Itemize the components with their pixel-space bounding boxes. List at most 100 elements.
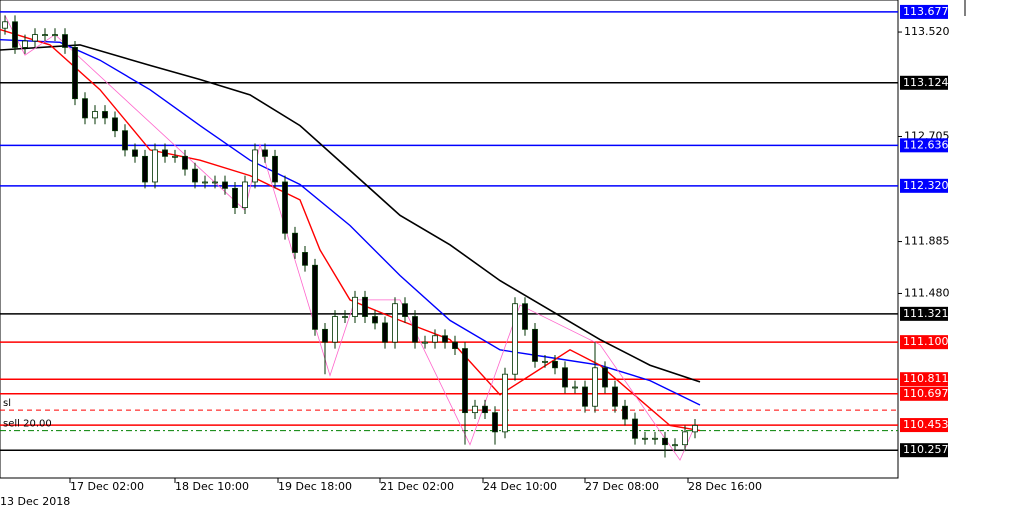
- level-label-box: [900, 443, 948, 458]
- candle-body: [42, 34, 48, 37]
- candle-body: [602, 367, 608, 388]
- candle-body: [312, 264, 318, 330]
- candle-body: [592, 367, 598, 407]
- candle-body: [212, 181, 218, 184]
- candle-body: [442, 335, 448, 343]
- candle-body: [692, 425, 698, 433]
- x-tick-label: 18 Dec 10:00: [175, 480, 249, 493]
- candle-body: [62, 34, 68, 48]
- candle-body: [272, 155, 278, 183]
- candle-body: [662, 437, 668, 446]
- x-tick-label: 24 Dec 10:00: [483, 480, 557, 493]
- level-label-box: [900, 386, 948, 401]
- candle-body: [52, 34, 58, 37]
- candle-body: [412, 316, 418, 343]
- candle-body: [672, 444, 678, 447]
- candle-body: [342, 316, 348, 318]
- candle-body: [512, 303, 518, 375]
- candle-body: [502, 373, 508, 433]
- candle-body: [462, 348, 468, 414]
- y-tick-label: 113.520: [904, 25, 950, 38]
- candle-body: [562, 367, 568, 388]
- candle-body: [222, 181, 228, 189]
- level-label-box: [900, 138, 948, 153]
- candle-body: [382, 322, 388, 343]
- candle-body: [22, 40, 28, 48]
- candle-body: [82, 98, 88, 119]
- candle-body: [122, 130, 128, 151]
- level-label-box: [900, 335, 948, 350]
- candle-body: [422, 341, 428, 344]
- candle-body: [142, 155, 148, 183]
- candle-body: [572, 386, 578, 389]
- candle-body: [162, 149, 168, 157]
- candle-body: [452, 341, 458, 349]
- candle-body: [172, 155, 178, 158]
- candle-body: [392, 303, 398, 343]
- level-label: 113.677: [903, 5, 949, 18]
- candle-body: [432, 335, 438, 343]
- order-label: sell 20.00: [3, 419, 52, 430]
- candle-body: [232, 187, 238, 209]
- candle-body: [362, 296, 368, 317]
- candle-body: [472, 405, 478, 414]
- candle-body: [372, 316, 378, 324]
- candle-body: [482, 405, 488, 414]
- x-tick-label: 17 Dec 02:00: [70, 480, 144, 493]
- candle-body: [2, 21, 8, 29]
- level-label: 110.453: [903, 418, 949, 431]
- candle-body: [352, 296, 358, 317]
- x-tick-label: 21 Dec 02:00: [380, 480, 454, 493]
- level-label: 111.321: [903, 307, 949, 320]
- candle-body: [652, 437, 658, 440]
- level-label-box: [900, 418, 948, 433]
- candle-body: [12, 21, 18, 48]
- x-tick-label: 28 Dec 16:00: [688, 480, 762, 493]
- level-label: 112.320: [903, 179, 949, 192]
- plot-frame: [0, 0, 899, 479]
- candle-body: [292, 232, 298, 253]
- candle-body: [242, 181, 248, 209]
- candle-body: [182, 155, 188, 170]
- candle-body: [402, 303, 408, 317]
- candle-body: [252, 149, 258, 183]
- y-tick-label: 111.480: [904, 286, 950, 299]
- level-label: 113.124: [903, 76, 949, 89]
- candle-body: [522, 303, 528, 330]
- level-label: 112.636: [903, 138, 949, 151]
- x-tick-label: 27 Dec 08:00: [585, 480, 659, 493]
- candle-body: [322, 328, 328, 343]
- level-label: 110.257: [903, 443, 949, 456]
- candle-body: [32, 34, 38, 42]
- candle-body: [282, 181, 288, 234]
- candle-body: [102, 111, 108, 119]
- candle-body: [152, 149, 158, 183]
- candle-body: [532, 328, 538, 362]
- level-label-box: [900, 306, 948, 321]
- candle-body: [332, 316, 338, 343]
- candle-body: [492, 412, 498, 433]
- order-label: sl: [3, 398, 11, 409]
- level-label: 111.100: [903, 335, 949, 348]
- level-label-box: [900, 178, 948, 193]
- indicator-line: [0, 39, 701, 406]
- candle-body: [542, 360, 548, 363]
- level-label: 110.811: [903, 372, 949, 385]
- candle-body: [202, 181, 208, 184]
- candle-body: [112, 117, 118, 132]
- candle-body: [582, 386, 588, 407]
- x-tick-label: 19 Dec 18:00: [278, 480, 352, 493]
- candle-body: [192, 168, 198, 183]
- level-label-box: [900, 372, 948, 387]
- indicator-line: [0, 44, 701, 383]
- candle-body: [552, 360, 558, 369]
- candle-body: [682, 431, 688, 446]
- level-label-box: [900, 75, 948, 90]
- date-label: 13 Dec 2018: [0, 495, 70, 508]
- candle-body: [622, 405, 628, 420]
- level-label-box: [900, 4, 948, 19]
- candle-body: [262, 149, 268, 157]
- candle-body: [612, 386, 618, 407]
